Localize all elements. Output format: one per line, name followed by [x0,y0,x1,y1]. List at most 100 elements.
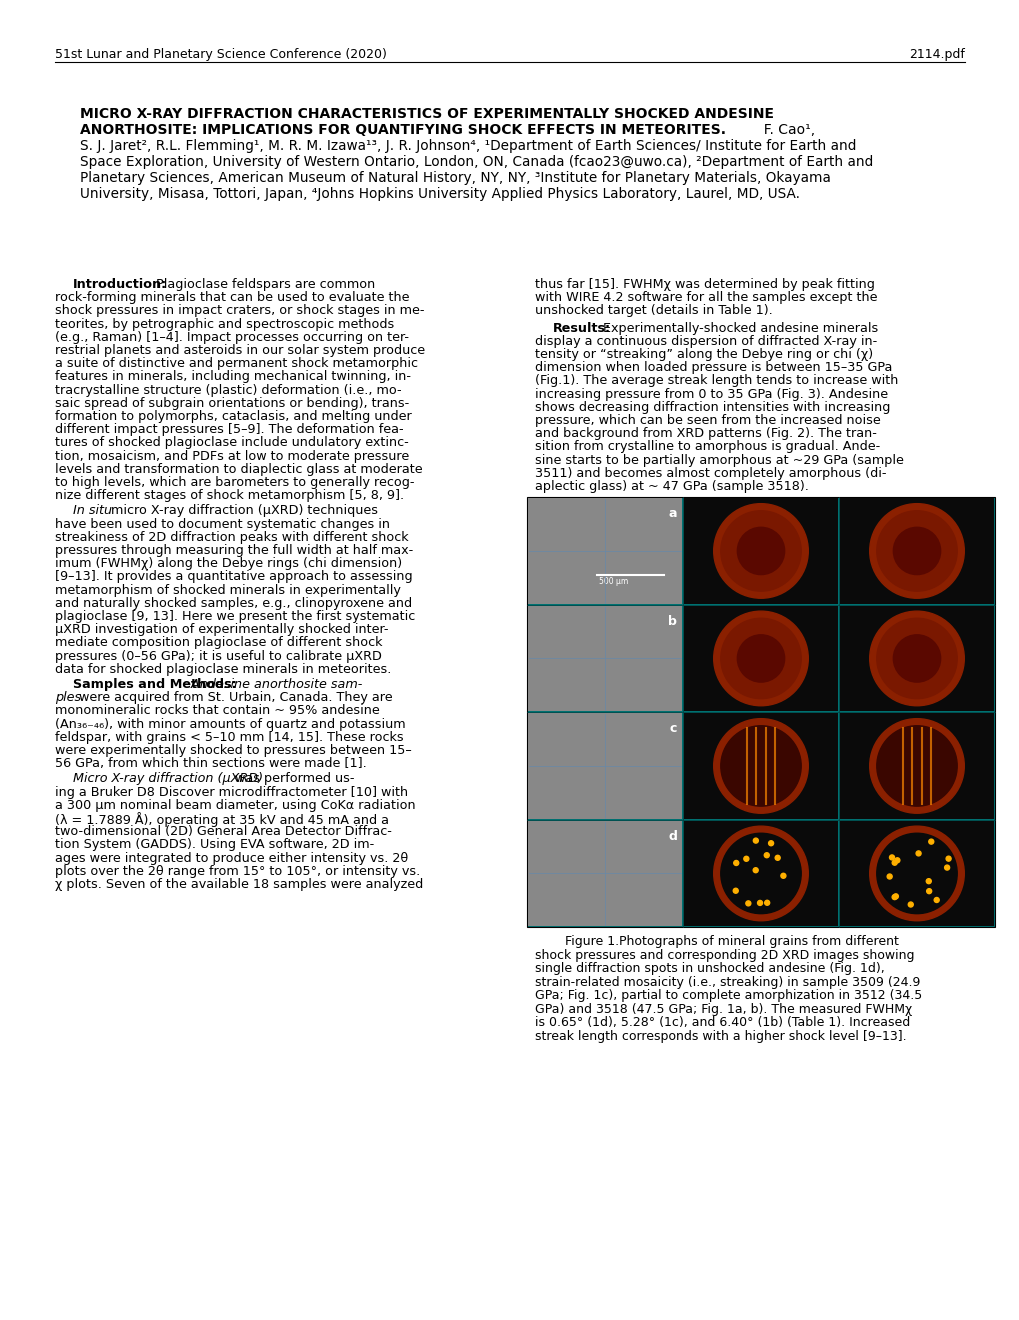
Text: GPa; Fig. 1c), partial to complete amorphization in 3512 (34.5: GPa; Fig. 1c), partial to complete amorp… [535,989,921,1002]
Text: Andesine anorthosite sam-: Andesine anorthosite sam- [186,678,362,690]
Text: 56 GPa, from which thin sections were made [1].: 56 GPa, from which thin sections were ma… [55,758,367,770]
Circle shape [876,511,956,591]
Circle shape [774,855,780,861]
Bar [840,498,994,603]
Circle shape [737,527,784,574]
Text: a 300 μm nominal beam diameter, using CoKα radiation: a 300 μm nominal beam diameter, using Co… [55,799,415,812]
Text: ing a Bruker D8 Discover microdiffractometer [10] with: ing a Bruker D8 Discover microdiffractom… [55,785,408,799]
Text: ANORTHOSITE: IMPLICATIONS FOR QUANTIFYING SHOCK EFFECTS IN METEORITES.: ANORTHOSITE: IMPLICATIONS FOR QUANTIFYIN… [79,123,726,137]
Text: 3512_34.5 GPa: 3512_34.5 GPa [531,609,611,619]
Text: two-dimensional (2D) General Area Detector Diffrac-: two-dimensional (2D) General Area Detect… [55,825,391,838]
Text: strain-related mosaicity (i.e., streaking) in sample 3509 (24.9: strain-related mosaicity (i.e., streakin… [535,975,919,989]
Text: sition from crystalline to amorphous is gradual. Ande-: sition from crystalline to amorphous is … [535,441,879,453]
Bar [684,606,838,711]
Text: GPa) and 3518 (47.5 GPa; Fig. 1a, b). The measured FWHMχ: GPa) and 3518 (47.5 GPa; Fig. 1a, b). Th… [535,1003,911,1015]
Text: tensity or “streaking” along the Debye ring or chi (χ): tensity or “streaking” along the Debye r… [535,348,872,360]
Text: Space Exploration, University of Western Ontario, London, ON, Canada (fcao23@uwo: Space Exploration, University of Western… [79,154,872,169]
Circle shape [737,635,784,682]
Circle shape [869,611,963,706]
Circle shape [733,861,738,866]
Circle shape [720,726,800,807]
Circle shape [925,888,930,894]
Text: monomineralic rocks that contain ~ 95% andesine: monomineralic rocks that contain ~ 95% a… [55,705,379,717]
Text: In situ: In situ [73,504,112,517]
Text: tracrystalline structure (plastic) deformation (i.e., mo-: tracrystalline structure (plastic) defor… [55,384,401,396]
Text: μXRD investigation of experimentally shocked inter-: μXRD investigation of experimentally sho… [55,623,388,636]
Text: display a continuous dispersion of diffracted X-ray in-: display a continuous dispersion of diffr… [535,335,876,347]
Text: tion System (GADDS). Using EVA software, 2D im-: tion System (GADDS). Using EVA software,… [55,838,374,851]
Bar [840,821,994,927]
Text: unshocked target (details in Table 1).: unshocked target (details in Table 1). [535,305,772,317]
Text: features in minerals, including mechanical twinning, in-: features in minerals, including mechanic… [55,371,411,383]
Circle shape [892,861,897,865]
Text: teorites, by petrographic and spectroscopic methods: teorites, by petrographic and spectrosco… [55,318,394,330]
Text: 3509_24.9 GPa: 3509_24.9 GPa [531,717,611,726]
Circle shape [928,840,932,843]
Text: Planetary Sciences, American Museum of Natural History, NY, NY, ³Institute for P: Planetary Sciences, American Museum of N… [79,172,830,185]
Circle shape [764,900,769,906]
Text: nize different stages of shock metamorphism [5, 8, 9].: nize different stages of shock metamorph… [55,490,404,502]
Text: shock pressures in impact craters, or shock stages in me-: shock pressures in impact craters, or sh… [55,305,424,317]
Text: were experimentally shocked to pressures between 15–: were experimentally shocked to pressures… [55,744,412,756]
Circle shape [892,895,897,900]
Circle shape [876,833,956,913]
Bar [528,713,682,818]
Text: to high levels, which are barometers to generally recog-: to high levels, which are barometers to … [55,477,414,488]
Bar [528,606,682,711]
Text: c: c [668,722,677,735]
Text: a: a [667,507,677,520]
Text: 51st Lunar and Planetary Science Conference (2020): 51st Lunar and Planetary Science Confere… [55,48,386,61]
Circle shape [720,511,800,591]
Text: metamorphism of shocked minerals in experimentally: metamorphism of shocked minerals in expe… [55,583,400,597]
Text: 3518_47.5 GPa: 3518_47.5 GPa [531,502,611,511]
Text: Figure 1.: Figure 1. [565,935,619,948]
Text: with WIRE 4.2 software for all the samples except the: with WIRE 4.2 software for all the sampl… [535,292,876,304]
Text: dimension when loaded pressure is between 15–35 GPa: dimension when loaded pressure is betwee… [535,362,892,374]
Circle shape [733,888,738,894]
Circle shape [713,611,807,706]
Circle shape [893,635,940,682]
Circle shape [869,826,963,921]
Text: S. J. Jaret², R.L. Flemming¹, M. R. M. Izawa¹³, J. R. Johnson⁴, ¹Department of E: S. J. Jaret², R.L. Flemming¹, M. R. M. I… [79,139,856,153]
Bar [528,498,682,603]
Text: Results:: Results: [552,322,610,334]
Text: formation to polymorphs, cataclasis, and melting under: formation to polymorphs, cataclasis, and… [55,411,412,422]
Text: (Fig.1). The average streak length tends to increase with: (Fig.1). The average streak length tends… [535,375,898,387]
Text: different impact pressures [5–9]. The deformation fea-: different impact pressures [5–9]. The de… [55,424,404,436]
Text: micro X-ray diffraction (μXRD) techniques: micro X-ray diffraction (μXRD) technique… [107,504,378,517]
Circle shape [713,718,807,813]
Text: d: d [667,830,677,842]
Text: mediate composition plagioclase of different shock: mediate composition plagioclase of diffe… [55,636,382,649]
Text: F. Cao¹,: F. Cao¹, [754,123,814,137]
Text: tures of shocked plagioclase include undulatory extinc-: tures of shocked plagioclase include und… [55,437,409,449]
Circle shape [869,504,963,598]
Text: data for shocked plagioclase minerals in meteorites.: data for shocked plagioclase minerals in… [55,663,391,676]
Bar [528,821,682,927]
Circle shape [876,726,956,807]
Text: aplectic glass) at ~ 47 GPa (sample 3518).: aplectic glass) at ~ 47 GPa (sample 3518… [535,480,808,492]
Text: have been used to document systematic changes in: have been used to document systematic ch… [55,517,389,531]
Circle shape [743,857,748,861]
Text: imum (FWHMχ) along the Debye rings (chi dimension): imum (FWHMχ) along the Debye rings (chi … [55,557,401,570]
Text: Introduction:: Introduction: [73,279,167,290]
Text: rock-forming minerals that can be used to evaluate the: rock-forming minerals that can be used t… [55,292,409,304]
Text: 2114.pdf: 2114.pdf [908,48,964,61]
Text: unshocked_0 GPa: unshocked_0 GPa [531,824,626,834]
Bar [684,713,838,818]
Circle shape [745,900,750,906]
Text: Samples and Methods:: Samples and Methods: [73,678,236,690]
Circle shape [907,902,912,907]
Text: pressures through measuring the full width at half max-: pressures through measuring the full wid… [55,544,413,557]
Circle shape [887,874,892,879]
Circle shape [893,894,898,899]
Circle shape [713,504,807,598]
Text: a suite of distinctive and permanent shock metamorphic: a suite of distinctive and permanent sho… [55,358,418,370]
Text: b: b [667,615,677,628]
Text: single diffraction spots in unshocked andesine (Fig. 1d),: single diffraction spots in unshocked an… [535,962,883,975]
Text: streak length corresponds with a higher shock level [9–13].: streak length corresponds with a higher … [535,1030,906,1043]
Text: χ plots. Seven of the available 18 samples were analyzed: χ plots. Seven of the available 18 sampl… [55,878,423,891]
Circle shape [763,853,768,858]
Text: plots over the 2θ range from 15° to 105°, or intensity vs.: plots over the 2θ range from 15° to 105°… [55,865,420,878]
Text: (λ = 1.7889 Å), operating at 35 kV and 45 mA and a: (λ = 1.7889 Å), operating at 35 kV and 4… [55,812,388,826]
Text: and background from XRD patterns (Fig. 2). The tran-: and background from XRD patterns (Fig. 2… [535,428,876,440]
